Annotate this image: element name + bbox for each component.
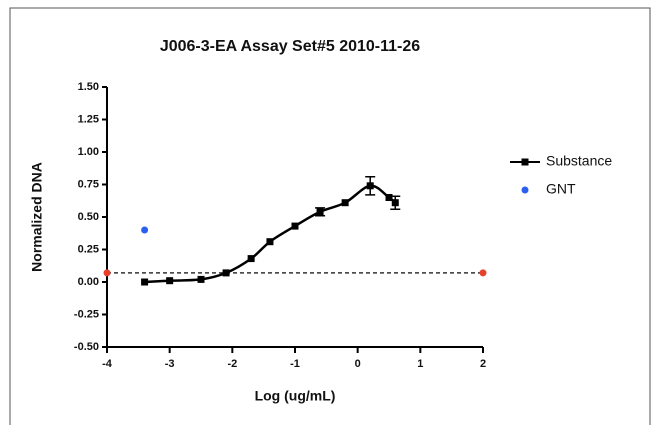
- data-point: [222, 269, 230, 277]
- chart-title: J006-3-EA Assay Set#5 2010-11-26: [160, 38, 420, 55]
- y-tick-label: 1.25: [78, 113, 99, 125]
- x-axis-label: Log (ug/mL): [255, 388, 336, 404]
- data-point: [385, 194, 393, 201]
- data-point: [366, 182, 374, 190]
- y-tick-label: -0.50: [74, 341, 99, 353]
- x-tick-label: -3: [165, 358, 175, 370]
- data-point: [316, 208, 324, 216]
- y-tick-label: 1.00: [78, 146, 99, 158]
- y-tick-label: 1.50: [78, 81, 99, 93]
- reference-point: [103, 269, 111, 277]
- data-point: [197, 275, 205, 283]
- legend-label: GNT: [546, 181, 576, 197]
- x-tick-label: -1: [290, 358, 300, 370]
- y-tick-label: -0.25: [74, 308, 99, 320]
- x-tick-label: 0: [355, 358, 361, 370]
- x-tick-label: -4: [102, 358, 113, 370]
- series-line: [144, 184, 397, 284]
- y-tick-label: 0.75: [78, 178, 99, 190]
- x-tick-label: 1: [417, 358, 423, 370]
- data-point: [341, 199, 349, 207]
- reference-point: [479, 269, 487, 277]
- y-tick-label: 0.00: [78, 276, 99, 288]
- data-point: [266, 238, 274, 246]
- legend-marker: [521, 186, 529, 194]
- y-tick-label: 0.50: [78, 211, 99, 223]
- data-point: [141, 226, 149, 234]
- y-axis-label: Normalized DNA: [29, 162, 45, 272]
- data-point: [141, 278, 149, 286]
- data-point: [166, 277, 174, 285]
- data-point: [291, 222, 299, 230]
- x-tick-label: -2: [227, 358, 237, 370]
- x-tick-label: 2: [480, 358, 486, 370]
- y-tick-label: 0.25: [78, 243, 99, 255]
- data-point: [247, 255, 255, 263]
- data-point: [391, 199, 399, 207]
- legend-label: Substance: [546, 153, 612, 169]
- legend-marker: [521, 158, 529, 166]
